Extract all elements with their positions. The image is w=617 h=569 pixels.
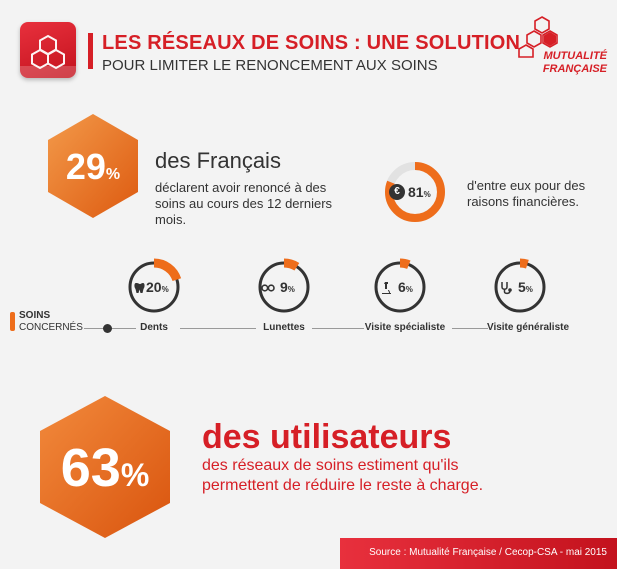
source-text: Source : Mutualité Française / Cecop-CSA… — [369, 547, 607, 558]
gauge-specialiste: 6% — [370, 257, 430, 317]
stat-63-hexagon: 63% — [30, 392, 180, 542]
gauge-lunettes: 9% — [254, 257, 314, 317]
gauge-dents: 20% — [124, 257, 184, 317]
glasses-icon — [261, 284, 275, 292]
gauge-lunettes-value: 9% — [280, 279, 295, 295]
soins-title: SOINS — [19, 310, 51, 321]
timeline-segment — [112, 328, 136, 329]
timeline-segment — [452, 328, 488, 329]
stat-29-value: 29% — [65, 146, 121, 187]
mutualite-hexagon-icon — [518, 16, 558, 58]
stat-63-description: des réseaux de soins estiment qu'ils per… — [202, 457, 484, 494]
gauge-dents-value: 20% — [146, 279, 169, 295]
gauge-generaliste: 5% — [490, 257, 550, 317]
soins-subtitle: CONCERNÉS — [19, 322, 83, 333]
stat-81-description: d'entre eux pour des raisons financières… — [467, 178, 586, 209]
app-logo — [20, 22, 76, 78]
hexagon-logo-icon — [20, 34, 76, 78]
euro-icon: € — [389, 184, 405, 200]
soins-connector-dot — [103, 324, 112, 333]
stat-29-hexagon: 29% — [44, 110, 142, 222]
brand-name-line2: FRANÇAISE — [542, 63, 607, 75]
title-accent-bar — [88, 33, 93, 69]
stat-29-description: déclarent avoir renoncé à des soins au c… — [155, 180, 333, 227]
timeline-segment — [312, 328, 364, 329]
soins-connector — [84, 328, 108, 329]
soins-accent-bar — [10, 312, 15, 331]
gauge-lunettes-label: Lunettes — [263, 322, 305, 333]
gauge-generaliste-label: Visite généraliste — [486, 322, 570, 333]
source-banner: Source : Mutualité Française / Cecop-CSA… — [340, 538, 617, 569]
stat-63-value: 63% — [60, 438, 150, 498]
gauge-specialiste-label: Visite spécialiste — [364, 322, 446, 333]
timeline-segment — [180, 328, 256, 329]
stat-29-label: des Français — [155, 148, 281, 173]
brand-logo: MUTUALITÉ FRANÇAISE — [512, 14, 607, 84]
microscope-icon — [382, 282, 391, 294]
page-title: LES RÉSEAUX DE SOINS : UNE SOLUTION — [102, 32, 521, 54]
gauge-generaliste-value: 5% — [518, 279, 533, 295]
gauge-specialiste-value: 6% — [398, 279, 413, 295]
stat-81-value: 81% — [408, 184, 431, 200]
page-subtitle: POUR LIMITER LE RENONCEMENT AUX SOINS — [102, 57, 438, 74]
tooth-icon — [134, 283, 145, 293]
gauge-dents-label: Dents — [140, 322, 168, 333]
stat-81-ring: € 81% — [383, 160, 447, 224]
stat-63-label: des utilisateurs — [202, 418, 452, 456]
stethoscope-icon — [501, 282, 512, 295]
brand-name-line1: MUTUALITÉ — [543, 50, 607, 62]
